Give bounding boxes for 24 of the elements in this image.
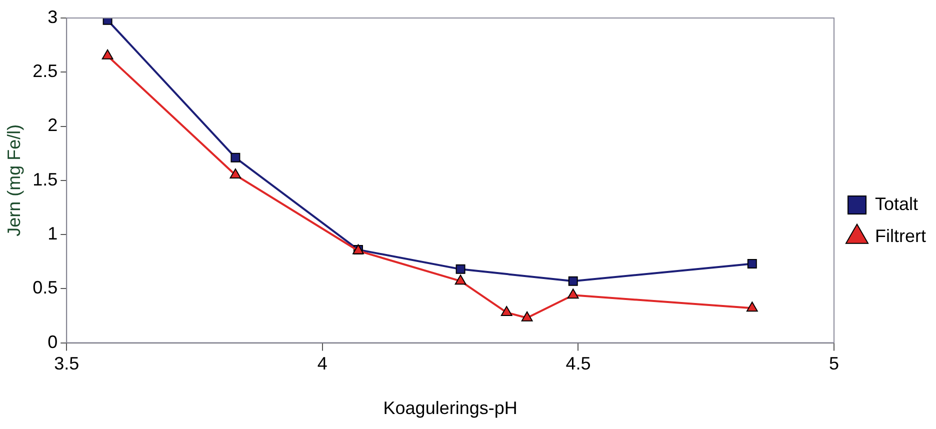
y-tick-label: 2 xyxy=(48,115,58,136)
point xyxy=(521,311,533,322)
x-axis-title: Koagulerings-pH xyxy=(383,398,518,418)
y-axis-title: Jern (mg Fe/l) xyxy=(4,124,24,236)
y-tick-label: 1.5 xyxy=(32,169,58,190)
point xyxy=(747,259,757,269)
x-tick-label: 5 xyxy=(829,354,840,374)
legend-label: Totalt xyxy=(875,194,918,214)
y-tick-label: 0 xyxy=(48,332,58,352)
x-tick-label: 4 xyxy=(317,354,328,374)
y-tick-label: 2.5 xyxy=(32,61,58,82)
point xyxy=(454,274,466,285)
x-tick-label: 4.5 xyxy=(566,354,591,374)
y-tick-label: 0.5 xyxy=(32,278,58,298)
point xyxy=(568,276,578,286)
x-tick-label: 3.5 xyxy=(54,354,80,374)
point xyxy=(230,152,240,162)
legend-label: Filtrert xyxy=(875,226,926,246)
y-tick-label: 3 xyxy=(48,6,58,27)
point xyxy=(456,264,466,274)
point xyxy=(746,302,758,312)
point xyxy=(500,306,512,316)
point xyxy=(567,288,579,299)
y-tick-label: 1 xyxy=(48,224,58,244)
